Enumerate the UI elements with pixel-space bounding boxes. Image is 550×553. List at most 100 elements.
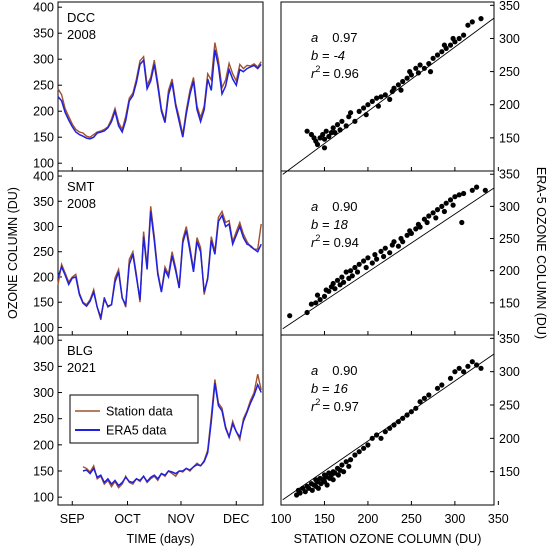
regression-line: [282, 17, 495, 175]
scatter-point: [302, 489, 308, 495]
station-year-label: 2008: [67, 196, 96, 211]
scatter-point: [352, 118, 358, 124]
scatter-xtick-label: 300: [444, 512, 465, 526]
regression-line: [282, 187, 495, 330]
scatter-point: [382, 429, 388, 435]
stat-a: a 0.90: [311, 199, 358, 214]
scatter-point: [356, 108, 362, 114]
scatter-point: [439, 203, 445, 209]
scatter-point: [452, 39, 458, 45]
scatter-point: [381, 253, 387, 260]
scatter-point: [346, 463, 352, 469]
scatter-point: [478, 365, 484, 371]
scatter-point: [326, 288, 332, 294]
time-axis-title: TIME (days): [126, 532, 194, 546]
left-ytick-label: 150: [33, 296, 54, 310]
scatter-point: [314, 141, 321, 148]
station-series-line: [57, 42, 262, 138]
scatter-point: [434, 52, 441, 58]
era5-series-line: [82, 382, 262, 487]
scatter-point: [382, 92, 388, 98]
scatter-point: [326, 133, 332, 140]
scatter-xtick-label: 200: [358, 512, 379, 526]
scatter-point: [430, 210, 436, 216]
scatter-point: [456, 35, 462, 42]
scatter-point: [352, 452, 358, 458]
scatter-point: [404, 232, 410, 238]
scatter-point: [426, 61, 432, 67]
scatter-point: [341, 469, 347, 475]
left-ytick-label: 200: [33, 438, 54, 452]
month-tick-label-dec: DEC: [223, 512, 249, 526]
scatter-point: [398, 87, 404, 93]
scatter-point: [461, 369, 467, 375]
scatter-point: [346, 114, 352, 120]
scatter-point: [447, 197, 454, 203]
scatter-point: [382, 245, 388, 251]
stat-r2: r2 = 0.96: [311, 64, 359, 81]
right-ytick-label: 200: [499, 264, 520, 278]
scatter-point: [369, 435, 375, 441]
left-ytick-label: 200: [33, 105, 54, 119]
station-name-label: SMT: [67, 179, 95, 194]
scatter-point: [459, 219, 465, 226]
scatter-point: [378, 435, 384, 441]
scatter-point: [361, 105, 367, 111]
scatter-point: [413, 405, 419, 411]
scatter-point: [343, 459, 349, 465]
left-ytick-label: 100: [33, 321, 54, 335]
scatter-point: [434, 207, 441, 213]
right-ytick-label: 150: [499, 465, 520, 479]
scatter-point: [320, 131, 326, 138]
scatter-point: [421, 395, 427, 401]
stat-b: b = -4: [311, 48, 345, 63]
scatter-point: [443, 200, 449, 206]
right-ytick-label: 300: [499, 365, 520, 379]
scatter-point: [421, 65, 427, 71]
scatter-point: [374, 95, 380, 101]
scatter-point: [308, 301, 314, 307]
left-ytick-label: 150: [33, 465, 54, 479]
scatter-point: [339, 274, 345, 280]
scatter-point: [356, 261, 362, 267]
scatter-point: [323, 128, 329, 134]
scatter-point: [378, 94, 384, 100]
scatter-point: [434, 385, 441, 391]
scatter-point: [474, 184, 480, 190]
station-name-label: BLG: [67, 343, 93, 358]
right-ytick-label: 250: [499, 65, 520, 79]
scatter-point: [427, 69, 434, 75]
era5-series-line: [57, 49, 262, 140]
scatter-point: [426, 213, 432, 219]
scatter-point: [408, 230, 414, 236]
scatter-xtick-label: 350: [488, 512, 509, 526]
left-ytick-label: 150: [33, 131, 54, 145]
scatter-point: [441, 208, 447, 215]
scatter-point: [324, 482, 330, 488]
panel-frames: [57, 1, 499, 506]
left-ytick-label: 300: [33, 386, 54, 400]
scatter-point: [334, 122, 341, 128]
scatter-point: [363, 112, 369, 118]
scatter-point: [465, 363, 471, 369]
scatter-point: [404, 412, 410, 418]
month-tick-label-sep: SEP: [60, 512, 85, 526]
scatter-point: [330, 477, 336, 483]
scatter-point: [395, 419, 401, 425]
scatter-point: [417, 62, 423, 68]
station-year-label: 2021: [67, 360, 96, 375]
stat-b: b = 16: [311, 381, 349, 396]
scatter-point: [482, 187, 488, 193]
scatter-point: [387, 250, 393, 256]
right-ytick-label: 200: [499, 98, 520, 112]
right-yaxis-title: ERA-5 OZONE COLUMN (DU): [534, 167, 548, 339]
scatter-point: [450, 202, 456, 208]
scatter-point: [408, 72, 414, 78]
scatter-point: [387, 425, 393, 431]
right-ytick-label: 200: [499, 432, 520, 446]
scatter-point: [330, 280, 336, 287]
station-year-label: 2008: [67, 27, 96, 42]
scatter-point: [374, 432, 380, 438]
scatter-point: [361, 445, 367, 451]
right-ytick-label: 350: [499, 168, 520, 182]
